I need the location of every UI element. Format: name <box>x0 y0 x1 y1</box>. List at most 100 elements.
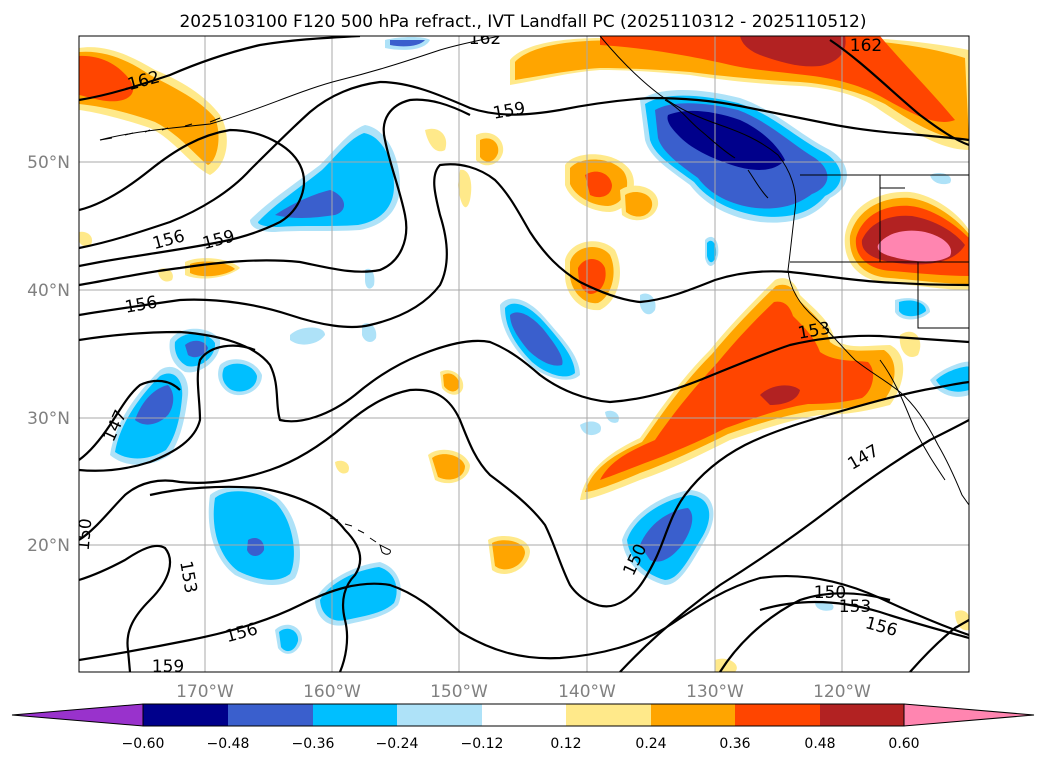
lat-label: 50°N <box>27 153 70 173</box>
shade-warm-s11 <box>715 658 737 672</box>
contour-159-b <box>79 80 969 250</box>
shade-cool-s9 <box>290 327 325 345</box>
coastlines <box>99 36 969 555</box>
shade-cool-s11 <box>365 268 375 289</box>
lon-label: 150°W <box>430 682 488 702</box>
colorbar-tick-label: −0.60 <box>122 736 165 752</box>
contour-147-a <box>79 379 181 461</box>
colorbar-tick-label: −0.12 <box>461 736 504 752</box>
shade-warm-s1b <box>432 454 465 480</box>
contour-150-a <box>79 344 256 472</box>
map-area: 162 162 162 159 159 159 156 156 156 156 … <box>74 29 969 677</box>
contour-150-b <box>79 380 969 608</box>
colorbar-swatch <box>143 704 228 726</box>
colorbar-ticks: −0.60 −0.48 −0.36 −0.24 −0.12 0.12 0.24 … <box>122 736 920 752</box>
lat-label: 30°N <box>27 409 70 429</box>
contour-162-nw <box>79 36 361 102</box>
colorbar-swatch <box>651 704 735 726</box>
shade-warm-s5 <box>335 460 349 474</box>
contour-153-b <box>149 485 362 672</box>
shade-warm-s7 <box>79 231 93 247</box>
colorbar-tick-label: 0.24 <box>635 736 666 752</box>
shade-warm-s6 <box>158 268 173 282</box>
shade-warm-s9 <box>458 169 472 208</box>
shade-cool-s1c <box>135 385 174 425</box>
shade-cool-s6b <box>279 628 299 652</box>
figure-title: 2025103100 F120 500 hPa refract., IVT La… <box>179 12 866 32</box>
contour-label: 153 <box>839 597 871 617</box>
colorbar-extend-low <box>11 703 144 727</box>
shade-cool-c1c <box>510 312 563 366</box>
colorbar-swatch <box>397 704 482 726</box>
latitude-labels: 50°N 40°N 30°N 20°N <box>27 153 70 556</box>
lat-label: 20°N <box>27 536 70 556</box>
colorbar-tick-label: −0.24 <box>376 736 419 752</box>
shade-cool-s3b <box>222 363 257 392</box>
colorbar-tick-label: 0.60 <box>888 736 919 752</box>
lon-label: 160°W <box>303 682 361 702</box>
coast-canada-islands <box>664 99 769 199</box>
contour-150-d <box>719 592 891 672</box>
colorbar-extend-high <box>903 703 1035 727</box>
contour-147-b <box>619 419 969 672</box>
contour-label: 150 <box>74 518 97 552</box>
lon-label: 130°W <box>686 682 744 702</box>
shade-cool-s13b <box>899 300 926 317</box>
colorbar-swatch <box>566 704 651 726</box>
shade-warm-top-vhigh <box>740 36 846 67</box>
coast-baja <box>879 359 946 481</box>
contour-156-c <box>79 574 969 662</box>
shade-warm-ne-max <box>877 230 952 262</box>
lat-label: 40°N <box>27 281 70 301</box>
contour-label: 162 <box>850 36 882 56</box>
colorbar-tick-label: 0.12 <box>550 736 581 752</box>
shade-cool-s4b <box>213 491 294 580</box>
colorbar-swatch <box>313 704 397 726</box>
shade-warm-s3b <box>492 540 525 570</box>
colorbar-frame <box>142 703 905 727</box>
shade-cool-ne-vdark <box>667 110 785 170</box>
contour-label: 150 <box>814 583 846 603</box>
shade-cool-s10 <box>362 323 377 342</box>
shade-cool-s16 <box>580 421 601 436</box>
coast-alaska-islands <box>99 117 221 141</box>
colorbar-tick-label: 0.36 <box>719 736 750 752</box>
contour-label: 159 <box>152 657 184 677</box>
shade-cool-s19 <box>930 172 951 185</box>
contour-156-b <box>79 163 969 329</box>
shade-warm-s8 <box>425 128 447 152</box>
contour-156-a <box>79 98 471 287</box>
shade-cool-nw-mid <box>258 133 394 227</box>
contour-153-a <box>79 330 969 423</box>
shade-warm-s2b <box>443 373 460 392</box>
shade-cool-s17 <box>605 410 619 423</box>
lon-label: 170°W <box>176 682 234 702</box>
lon-label: 120°W <box>813 682 871 702</box>
coast-alaska <box>99 36 501 141</box>
contour-150-c <box>79 544 172 672</box>
colorbar-swatch <box>820 704 904 726</box>
shade-warm-c4b <box>625 192 653 217</box>
shade-cool-s2c <box>185 340 208 358</box>
colorbar-swatch <box>482 704 566 726</box>
contour-label: 162 <box>469 29 501 49</box>
contour-147-c <box>909 619 969 672</box>
lon-label: 140°W <box>558 682 616 702</box>
shade-ar-vhigh <box>760 385 800 405</box>
shade-cool-s4c <box>247 538 265 556</box>
colorbar-tick-label: −0.36 <box>292 736 335 752</box>
border-states <box>790 175 969 329</box>
shade-cool-s12 <box>640 293 656 315</box>
refractivity-contours <box>79 36 969 672</box>
colorbar-swatch <box>735 704 820 726</box>
shade-warm-c1b <box>480 138 499 162</box>
coast-north-america <box>599 36 969 506</box>
shade-cool-s8b <box>707 240 717 263</box>
colorbar-tick-label: 0.48 <box>804 736 835 752</box>
gridlines <box>79 36 969 672</box>
longitude-labels: 170°W 160°W 150°W 140°W 130°W 120°W <box>176 682 871 702</box>
shade-cool-s15b <box>390 40 425 47</box>
shade-ar-high <box>600 301 874 480</box>
colorbar-swatch <box>228 704 313 726</box>
